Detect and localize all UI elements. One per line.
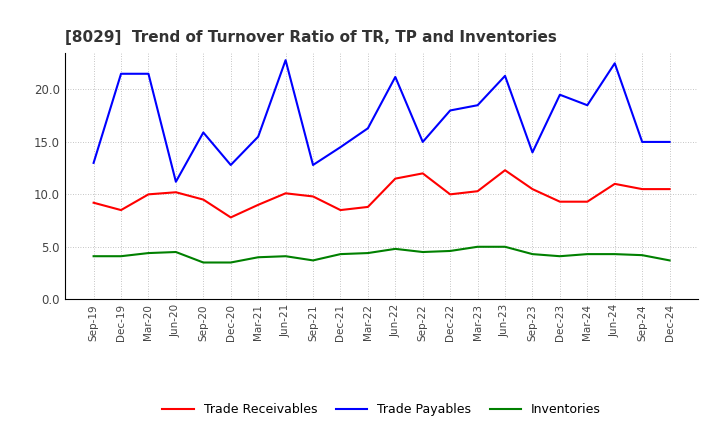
Inventories [282,253,290,259]
Trade Receivables [226,215,235,220]
Trade Payables [611,61,619,66]
Inventories [199,260,207,265]
Inventories [500,244,509,249]
Inventories [473,244,482,249]
Trade Payables [89,160,98,165]
Trade Payables [364,126,372,131]
Trade Receivables [611,181,619,187]
Trade Payables [446,108,454,113]
Trade Receivables [473,189,482,194]
Inventories [446,248,454,253]
Inventories [171,249,180,255]
Line: Trade Receivables: Trade Receivables [94,170,670,217]
Trade Receivables [665,187,674,192]
Trade Payables [473,103,482,108]
Inventories [254,255,263,260]
Trade Payables [199,130,207,135]
Trade Payables [391,74,400,80]
Trade Payables [117,71,125,77]
Line: Trade Payables: Trade Payables [94,60,670,182]
Trade Receivables [199,197,207,202]
Trade Payables [144,71,153,77]
Trade Receivables [500,168,509,173]
Trade Receivables [638,187,647,192]
Trade Receivables [309,194,318,199]
Trade Receivables [282,191,290,196]
Trade Receivables [391,176,400,181]
Trade Payables [638,139,647,145]
Line: Inventories: Inventories [94,247,670,263]
Inventories [364,250,372,256]
Trade Receivables [171,190,180,195]
Legend: Trade Receivables, Trade Payables, Inventories: Trade Receivables, Trade Payables, Inven… [157,398,606,421]
Inventories [418,249,427,255]
Trade Receivables [336,207,345,213]
Trade Receivables [446,192,454,197]
Text: [8029]  Trend of Turnover Ratio of TR, TP and Inventories: [8029] Trend of Turnover Ratio of TR, TP… [65,29,557,45]
Trade Payables [583,103,592,108]
Trade Receivables [364,204,372,209]
Inventories [336,252,345,257]
Inventories [583,252,592,257]
Trade Receivables [556,199,564,204]
Trade Payables [171,179,180,184]
Trade Payables [309,162,318,168]
Trade Receivables [254,202,263,208]
Trade Payables [254,134,263,139]
Inventories [638,253,647,258]
Trade Payables [282,58,290,63]
Trade Receivables [117,207,125,213]
Trade Payables [500,73,509,78]
Inventories [391,246,400,252]
Inventories [528,252,537,257]
Inventories [117,253,125,259]
Trade Receivables [418,171,427,176]
Inventories [309,258,318,263]
Trade Payables [665,139,674,145]
Trade Receivables [144,192,153,197]
Trade Receivables [89,200,98,205]
Inventories [144,250,153,256]
Trade Receivables [528,187,537,192]
Inventories [89,253,98,259]
Inventories [226,260,235,265]
Inventories [665,258,674,263]
Trade Payables [528,150,537,155]
Trade Payables [556,92,564,97]
Inventories [611,252,619,257]
Trade Receivables [583,199,592,204]
Inventories [556,253,564,259]
Trade Payables [336,144,345,150]
Trade Payables [226,162,235,168]
Trade Payables [418,139,427,145]
